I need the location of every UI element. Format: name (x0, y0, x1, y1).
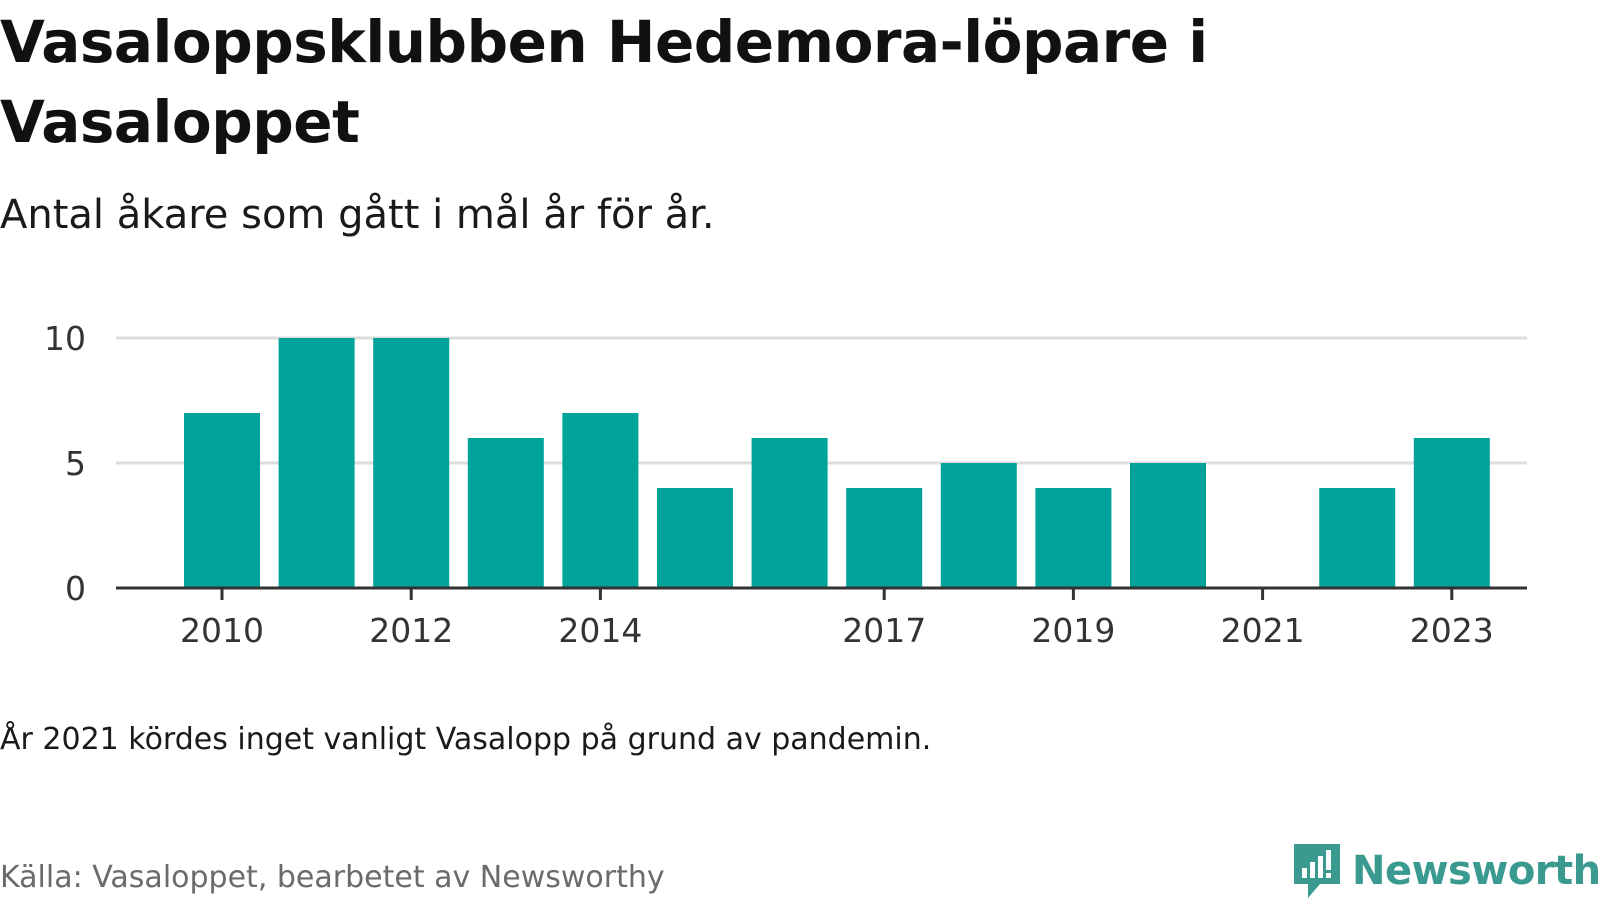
x-tick-label-2023: 2023 (1410, 611, 1494, 650)
y-tick-label-5: 5 (65, 444, 86, 483)
newsworthy-brand: Newsworthy (1292, 842, 1600, 900)
x-tick-label-2017: 2017 (842, 611, 926, 650)
x-axis-ticks: 2010 2012 2014 2017 2019 2021 2023 (180, 588, 1494, 650)
x-tick-label-2019: 2019 (1031, 611, 1115, 650)
bar-2016 (751, 438, 828, 588)
bar-2014 (562, 413, 639, 588)
chart-subtitle: Antal åkare som gått i mål år för år. (0, 192, 715, 238)
chart-note: År 2021 kördes inget vanligt Vasalopp på… (0, 722, 932, 757)
bar-2012 (373, 338, 450, 588)
bar-2020 (1130, 463, 1206, 588)
bar-2022 (1319, 488, 1396, 588)
bar-2010 (184, 413, 260, 588)
brand-name: Newsworthy (1352, 848, 1600, 894)
y-tick-label-10: 10 (44, 319, 86, 358)
x-tick-label-2010: 2010 (180, 611, 264, 650)
x-tick-label-2012: 2012 (369, 611, 453, 650)
bar-2023 (1413, 438, 1490, 588)
newsworthy-logo-icon (1294, 844, 1340, 898)
y-tick-label-0: 0 (65, 569, 86, 608)
chart-title: Vasaloppsklubben Hedemora-löpare i Vasal… (0, 8, 1208, 156)
bar-2019 (1035, 488, 1112, 588)
bar-2018 (940, 463, 1017, 588)
bar-2015 (657, 488, 733, 588)
bar-2013 (467, 438, 544, 588)
x-tick-label-2014: 2014 (558, 611, 642, 650)
bar-2011 (278, 338, 355, 588)
x-tick-label-2021: 2021 (1221, 611, 1305, 650)
y-axis-tick-labels: 0 5 10 (44, 319, 86, 608)
bar-2017 (846, 488, 923, 588)
bars (184, 338, 1490, 588)
bar-chart: 0 5 10 2010 2012 2014 2017 2019 2021 2023 (44, 319, 1527, 650)
chart-source: Källa: Vasaloppet, bearbetet av Newswort… (0, 860, 665, 895)
